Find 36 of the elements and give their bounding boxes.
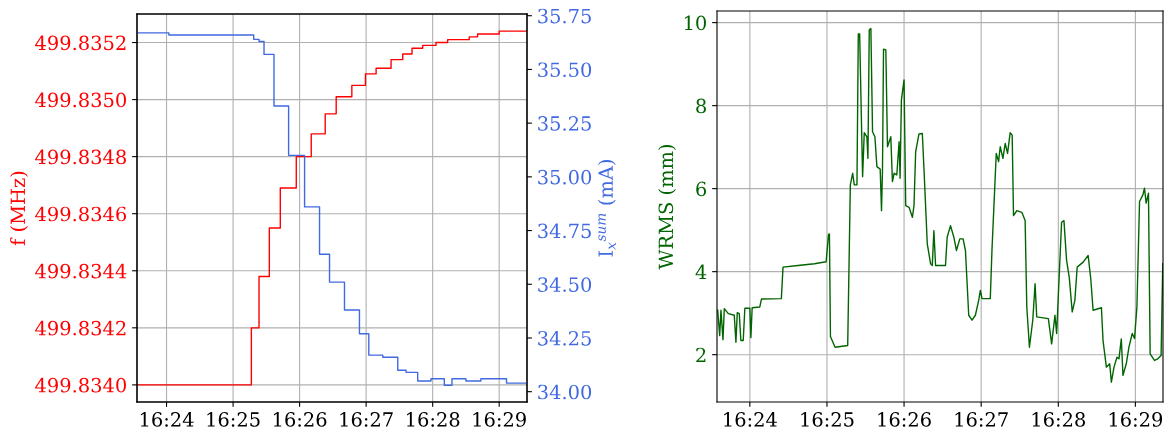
x-tick-label: 16:25	[801, 412, 854, 427]
x-tick-label: 16:28	[407, 412, 460, 427]
x-tick-label: 16:29	[473, 412, 526, 427]
y-tick-label: 499.8340	[35, 377, 126, 393]
y-tick-label: 499.8344	[35, 263, 127, 279]
y-tick-label: 499.8348	[35, 149, 126, 165]
y-axis-title: f (MHz)	[10, 171, 28, 246]
y2-tick-label: 34.75	[538, 223, 591, 239]
y2-tick-label: 34.25	[538, 330, 591, 346]
y-tick-label: 499.8350	[35, 92, 126, 108]
x-tick-label: 16:25	[207, 412, 260, 427]
y-tick-label: 499.8346	[35, 206, 127, 222]
x-tick-label: 16:29	[1109, 412, 1163, 427]
y-tick-label: 2	[696, 347, 706, 363]
x-tick-label: 16:24	[140, 412, 194, 427]
y2-tick-label: 34.50	[538, 277, 592, 292]
y2-axis-title: I$_{x}$$^{sum}$ (mA)	[597, 160, 616, 257]
y-axis-title: WRMS (mm)	[658, 144, 676, 270]
y-tick-label: 499.8342	[35, 320, 126, 336]
y-tick-label: 8	[696, 98, 706, 114]
y2-tick-label: 35.75	[538, 8, 591, 24]
y2-tick-label: 35.50	[538, 62, 592, 78]
y2-tick-label: 34.00	[538, 384, 592, 400]
x-tick-label: 16:26	[878, 412, 931, 427]
y2-tick-label: 35.25	[538, 116, 591, 131]
x-tick-label: 16:24	[724, 412, 777, 427]
y-tick-label: 6	[696, 181, 707, 197]
x-tick-label: 16:27	[955, 412, 1008, 427]
y-tick-label: 4	[695, 264, 707, 280]
x-tick-label: 16:27	[340, 412, 393, 427]
y2-tick-label: 35.00	[538, 169, 592, 185]
x-tick-label: 16:26	[273, 412, 327, 427]
line-series	[717, 27, 1163, 383]
y-tick-label: 10	[684, 15, 706, 31]
x-tick-label: 16:28	[1032, 412, 1086, 427]
y-tick-label: 499.8352	[35, 35, 126, 51]
